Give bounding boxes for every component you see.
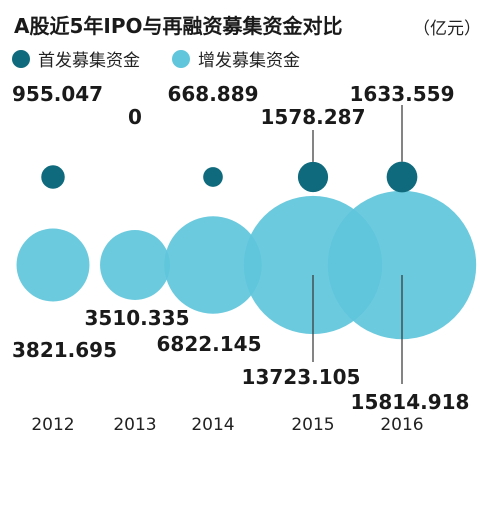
seo-value-label-2016: 15814.918 — [351, 390, 470, 414]
legend-item-ipo: 首发募集资金 — [12, 46, 140, 71]
ipo-bubble-group — [41, 161, 418, 193]
seo-value-label-2012: 3821.695 — [12, 338, 117, 362]
legend-label-ipo: 首发募集资金 — [38, 51, 140, 71]
legend-label-seo: 增发募集资金 — [198, 51, 300, 71]
ipo-bubble-2014 — [203, 167, 223, 187]
seo-bubble-2012 — [16, 228, 90, 302]
seo-bubble-group — [16, 190, 477, 340]
seo-value-label-2015: 13723.105 — [242, 365, 361, 389]
year-label-2012: 2012 — [31, 415, 74, 435]
seo-value-label-2014: 6822.145 — [156, 332, 261, 356]
legend-item-seo: 增发募集资金 — [172, 46, 300, 71]
ipo-bubble-2012 — [41, 165, 65, 189]
year-label-2015: 2015 — [291, 415, 334, 435]
seo-bubble-2013 — [100, 230, 170, 300]
chart-title: A股近5年IPO与再融资募集资金对比 — [14, 14, 343, 38]
ipo-bubble-2016 — [386, 161, 418, 193]
ipo-value-label-2012: 955.047 — [12, 82, 103, 106]
legend-swatch-seo — [172, 49, 190, 68]
seo-bubble-2016 — [327, 190, 477, 340]
ipo-bubble-2015 — [297, 161, 329, 193]
ipo-value-label-2013: 0 — [128, 105, 142, 129]
legend-swatch-ipo — [12, 49, 30, 68]
year-label-2016: 2016 — [380, 415, 423, 435]
ipo-value-label-2015: 1578.287 — [260, 105, 365, 129]
unit-label: （亿元） — [413, 19, 481, 39]
seo-value-label-2013: 3510.335 — [84, 306, 189, 330]
ipo-value-label-2014: 668.889 — [167, 82, 258, 106]
year-label-2014: 2014 — [191, 415, 234, 435]
year-label-2013: 2013 — [113, 415, 156, 435]
seo-bubble-2014 — [164, 216, 262, 314]
legend: 首发募集资金 增发募集资金 — [12, 46, 300, 71]
ipo-value-label-2016: 1633.559 — [349, 82, 454, 106]
